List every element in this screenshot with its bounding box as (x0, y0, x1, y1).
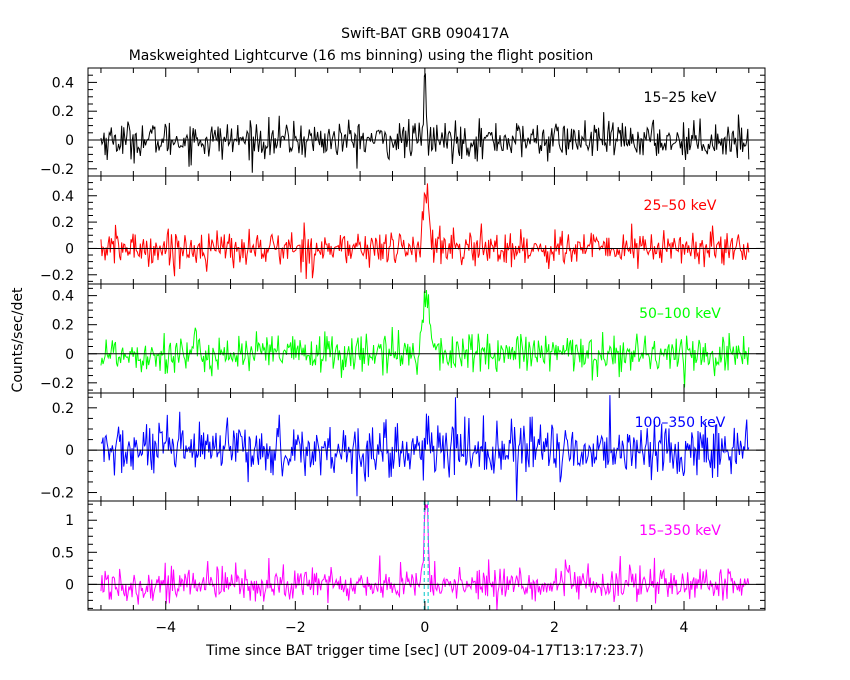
x-tick-label: 4 (680, 620, 689, 636)
band-label-3: 50–100 keV (639, 306, 721, 322)
series-line-1 (100, 73, 750, 173)
panel-frame (87, 392, 766, 502)
y-tick-label: 0 (65, 347, 74, 363)
y-tick-label: −0.2 (40, 376, 74, 392)
x-tick-label: −2 (285, 620, 306, 636)
y-tick-label: 0.2 (52, 104, 74, 120)
y-tick-label: 0 (65, 133, 74, 149)
chart-title: Swift-BAT GRB 090417A (341, 26, 509, 42)
band-label-5: 15–350 keV (639, 523, 721, 539)
panel-frame (87, 175, 766, 285)
series-line-4 (100, 395, 750, 501)
panel-2: −0.2 0 0.2 0.4 25–50 keV (40, 175, 766, 285)
y-tick-label: 0 (65, 241, 74, 257)
y-tick-label: 1 (65, 513, 74, 529)
y-tick-label: 0 (65, 443, 74, 459)
y-tick-label: 0.2 (52, 318, 74, 334)
chart-subtitle: Maskweighted Lightcurve (16 ms binning) … (129, 48, 594, 64)
y-tick-label: 0.5 (52, 545, 74, 561)
x-axis-label: Time since BAT trigger time [sec] (UT 20… (205, 643, 644, 659)
x-tick-label: −4 (155, 620, 176, 636)
band-label-1: 15–25 keV (644, 90, 717, 106)
panel-frame (87, 500, 766, 611)
panel-frame (87, 283, 766, 394)
y-tick-label: 0.4 (52, 289, 74, 305)
panel-3: −0.2 0 0.2 0.4 50–100 keV (40, 283, 766, 394)
x-tick-labels: −4 −2 0 2 4 (155, 620, 688, 636)
y-tick-label: −0.2 (40, 486, 74, 502)
panel-5: 0 0.5 1 15–350 keV (52, 500, 766, 611)
y-tick-label: −0.2 (40, 268, 74, 284)
series-line-2 (100, 183, 750, 280)
x-tick-label: 0 (420, 620, 429, 636)
panels-group: −0.2 0 0.2 0.4 15–25 keV −0.2 0 0.2 0.4 25–50 keV… (40, 67, 766, 611)
band-label-4: 100–350 keV (635, 415, 726, 431)
band-label-2: 25–50 keV (644, 198, 717, 214)
y-axis-label: Counts/sec/det (10, 287, 26, 392)
y-tick-label: 0 (65, 577, 74, 593)
y-tick-label: 0.2 (52, 215, 74, 231)
x-tick-label: 2 (550, 620, 559, 636)
series-line-3 (100, 289, 750, 388)
panel-1: −0.2 0 0.2 0.4 15–25 keV (40, 67, 766, 178)
y-tick-label: −0.2 (40, 162, 74, 178)
y-tick-label: 0.2 (52, 401, 74, 417)
y-tick-label: 0.4 (52, 189, 74, 205)
panel-4: −0.2 0 0.2 100–350 keV (40, 392, 766, 502)
y-tick-label: 0.4 (52, 75, 74, 91)
series-line-5 (100, 503, 750, 610)
